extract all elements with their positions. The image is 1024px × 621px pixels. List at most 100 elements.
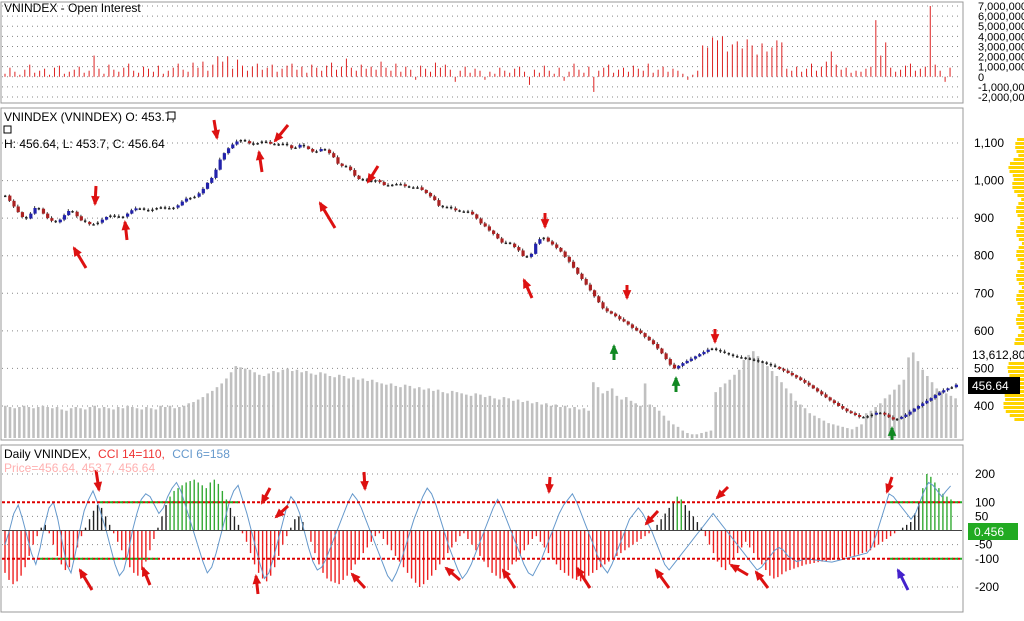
price-candle [677,365,681,369]
settings-box-icon[interactable] [167,111,176,120]
price-arrow-icon [318,201,328,212]
volume-bar [417,387,421,438]
volume-bar [822,420,826,438]
price-arrow-icon [609,344,619,354]
price-candle [563,251,567,257]
volume-bar [98,408,101,438]
price-candle [290,145,294,149]
volume-profile-bar [1016,210,1024,213]
volume-bar [394,385,398,438]
price-candle [521,250,525,257]
price-candle [592,290,597,297]
price-candle [378,180,382,183]
price-candle [605,308,609,312]
volume-bar [88,407,92,438]
price-candle [887,414,891,418]
price-tick-label: 700 [974,286,994,300]
volume-bar [145,407,148,438]
volume-bar [55,407,59,438]
volume-profile-bar [1017,258,1024,261]
volume-bar [474,393,478,438]
volume-bar [234,366,238,438]
price-candle [100,219,104,223]
price-arrow-icon [540,219,550,229]
volume-bar [629,400,633,438]
price-candle [386,185,390,187]
price-candle [710,348,714,351]
price-candle [403,184,407,187]
volume-bar [333,377,336,438]
price-candle [601,302,605,309]
price-candle [727,353,731,355]
volume-bar [83,409,87,438]
volume-profile-bar [1009,162,1024,165]
volume-bar [380,383,383,438]
price-candle [163,207,167,209]
volume-bar [554,404,558,438]
price-candle [635,327,639,331]
volume-bar [643,383,647,438]
volume-bar [4,405,7,438]
volume-bar [126,405,129,438]
price-candle [643,333,647,337]
volume-bar [290,371,294,438]
volume-profile-bar [1018,326,1024,329]
price-candle [534,243,538,254]
collapse-box-icon[interactable] [3,125,12,134]
price-candle [782,368,786,371]
price-candle [197,193,201,197]
volume-bar [356,379,360,438]
volume-bar [907,357,910,438]
volume-bar [897,384,901,438]
cci-arrow-icon [444,566,455,577]
volume-bar [60,409,64,438]
price-candle [492,230,496,234]
price-candle [807,382,811,386]
volume-bar [201,397,205,438]
volume-bar [587,410,590,438]
volume-bar [436,389,440,438]
price-arrow-icon [121,220,131,231]
price-candle [714,348,718,351]
volume-profile-bar [1021,242,1024,245]
volume-bar [756,356,760,438]
volume-bar [178,407,181,438]
price-tick-label: 400 [974,399,994,413]
price-candle [226,148,231,154]
volume-bar [545,403,548,438]
volume-bar [926,376,929,438]
volume-bar [93,405,96,438]
price-candle [736,356,739,358]
volume-bar [366,380,369,438]
price-arrow-icon [255,150,265,161]
price-candle [790,372,794,376]
volume-bar [338,374,341,438]
volume-profile-bar [1012,182,1024,185]
volume-bar [323,373,327,438]
volume-bar [497,399,501,438]
cci-arrow-icon [729,563,740,573]
volume-profile-bar [1017,302,1024,305]
price-candle [559,247,563,252]
volume-bar [526,400,529,438]
volume-bar [624,397,628,438]
price-arrow-icon [91,195,100,206]
volume-profile-bar [1018,290,1024,293]
volume-bar [460,393,463,438]
price-candle [231,144,235,149]
volume-bar [13,408,16,438]
price-candle [954,384,958,388]
volume-bar [686,433,689,438]
price-candle [306,146,311,150]
volume-profile-bar [1020,266,1024,269]
price-candle [344,165,348,168]
volume-profile-bar [1017,334,1024,337]
volume-bar [761,361,765,438]
price-candle [580,273,584,280]
price-candle [201,188,205,194]
price-candle [546,237,550,242]
last-price-bg [968,377,1020,394]
volume-profile-bar [1014,342,1024,345]
